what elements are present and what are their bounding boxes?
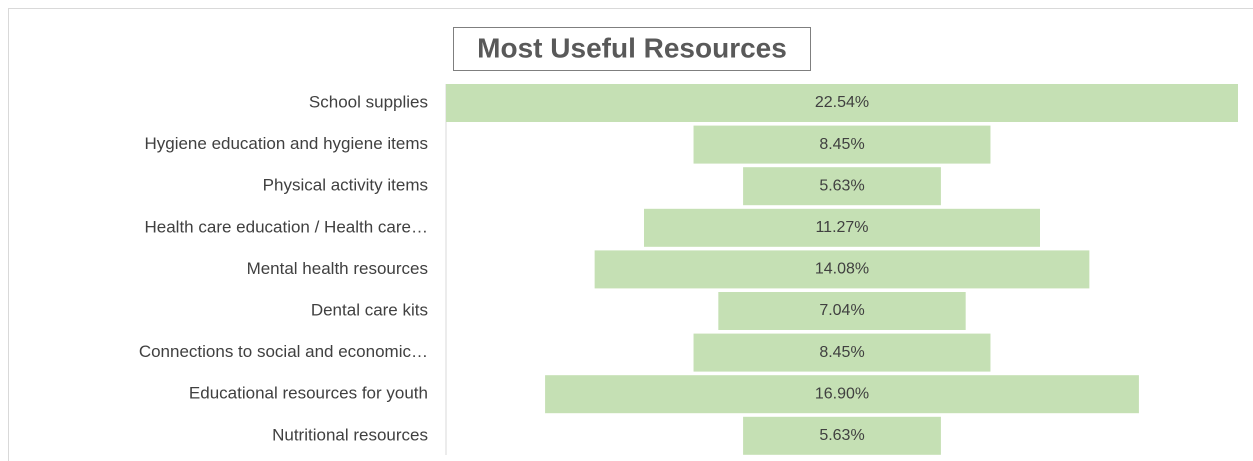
bar xyxy=(743,167,941,206)
bar xyxy=(545,375,1139,414)
value-label: 11.27% xyxy=(815,219,868,236)
bar xyxy=(693,333,991,372)
title-box xyxy=(453,27,811,71)
category-label: Hygiene education and hygiene items xyxy=(144,134,428,153)
chart-title: Most Useful Resources xyxy=(477,32,787,63)
value-label: 16.90% xyxy=(815,385,869,402)
bar xyxy=(594,250,1090,289)
bar xyxy=(743,416,941,455)
category-label: Connections to social and economic… xyxy=(139,342,428,361)
category-label: Educational resources for youth xyxy=(189,384,428,403)
value-label: 14.08% xyxy=(815,261,869,278)
category-label: Mental health resources xyxy=(247,259,428,278)
category-label: Dental care kits xyxy=(311,300,428,319)
category-label: School supplies xyxy=(309,92,428,111)
bar xyxy=(644,208,1040,247)
value-label: 7.04% xyxy=(819,302,864,319)
bar xyxy=(446,84,1238,122)
value-label: 5.63% xyxy=(819,427,864,444)
value-label: 8.45% xyxy=(819,136,864,153)
chart-frame xyxy=(8,8,1253,461)
category-label: Health care education / Health care… xyxy=(145,217,429,236)
category-label: Physical activity items xyxy=(263,176,428,195)
bar xyxy=(718,292,966,330)
value-label: 8.45% xyxy=(819,344,864,361)
bar xyxy=(693,125,991,164)
category-label: Nutritional resources xyxy=(272,425,428,444)
value-label: 22.54% xyxy=(815,94,869,111)
value-label: 5.63% xyxy=(819,177,864,194)
